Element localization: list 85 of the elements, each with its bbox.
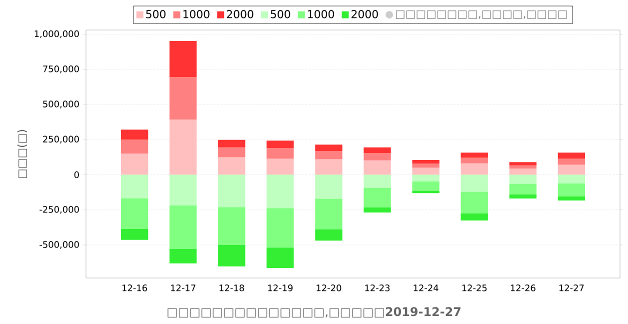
bar: [266, 158, 294, 175]
bar: [509, 168, 537, 175]
bar: [315, 150, 342, 160]
y-tick-label: 750,000: [43, 65, 79, 74]
bar: [412, 160, 440, 164]
bar: [558, 196, 586, 200]
bar: [266, 248, 294, 268]
bar: [412, 174, 440, 182]
text: □□□□□□□□□□□□□□,□□□□□2019-12-27: [168, 307, 461, 318]
bar: [170, 120, 197, 175]
y-tick-label: 250,000: [43, 136, 79, 144]
bar: [170, 205, 197, 250]
x-tick-label: 12-26: [510, 284, 536, 292]
bar: [460, 214, 488, 221]
bar: [266, 208, 294, 248]
y-tick-label: 1,000,000: [34, 30, 79, 38]
bar: [412, 181, 440, 191]
x-tick-label: 12-16: [122, 284, 148, 292]
bar: [364, 188, 391, 208]
bar: [120, 154, 148, 175]
x-tick-label: 12-23: [365, 284, 390, 292]
bar: [509, 184, 537, 194]
bar: [170, 249, 197, 264]
bar: [412, 164, 440, 168]
bar: [170, 40, 197, 78]
y-axis-title: □□□(□): [17, 130, 28, 178]
bar: [120, 228, 148, 240]
bar: [460, 192, 488, 214]
legend-label: 500: [146, 10, 166, 18]
y-tick-label: 500,000: [43, 100, 79, 108]
bar: [558, 164, 586, 175]
bar: [315, 229, 342, 241]
bar: [315, 198, 342, 230]
bar: [170, 77, 197, 120]
legend-label: 2000: [352, 10, 378, 18]
legend-label: 500: [270, 10, 290, 18]
bar: [364, 207, 391, 213]
bar: [558, 152, 586, 159]
bar: [509, 162, 537, 166]
bar: [509, 194, 537, 198]
bar: [266, 140, 294, 148]
bar: [315, 159, 342, 175]
bar: [266, 174, 294, 208]
legend-label: 1000: [308, 10, 334, 18]
bar: [460, 174, 488, 192]
bar: [218, 147, 246, 158]
bar: [412, 168, 440, 175]
bar: [558, 158, 586, 165]
x-tick-label: 12-27: [559, 284, 584, 292]
x-tick-label: 12-19: [268, 284, 293, 292]
legend-label: 2000: [226, 10, 254, 18]
x-tick-label: 12-20: [316, 284, 342, 292]
bar: [364, 147, 391, 153]
x-tick-label: 12-24: [414, 284, 438, 292]
x-tick-label: 12-18: [220, 284, 244, 292]
bar: [120, 174, 148, 198]
bar: [120, 140, 148, 154]
legend-label: 1000: [183, 10, 210, 18]
bar: [170, 174, 197, 206]
bar: [315, 144, 342, 151]
bar: [218, 174, 246, 208]
y-tick-label: 0: [74, 171, 79, 178]
x-tick-label: 12-25: [462, 284, 487, 292]
legend-label: □□□□□□□□,□□□□,□□□□: [396, 10, 567, 19]
bar: [120, 198, 148, 229]
bar: [460, 163, 488, 175]
bar: [558, 174, 586, 184]
y-tick-label: -250,000: [40, 206, 79, 214]
bar: [218, 140, 246, 148]
bar: [364, 152, 391, 160]
bar: [364, 174, 391, 188]
bar: [266, 148, 294, 159]
bar: [509, 174, 537, 184]
bar: [412, 190, 440, 194]
y-tick-label: -500,000: [40, 241, 79, 249]
x-tick-label: 12-17: [171, 284, 196, 292]
bar: [315, 174, 342, 199]
bar: [364, 160, 391, 175]
bar: [120, 130, 148, 140]
bar: [218, 244, 246, 266]
bar: [558, 183, 586, 197]
bar: [218, 157, 246, 175]
bar: [460, 158, 488, 164]
bar: [460, 152, 488, 158]
bar: [218, 207, 246, 245]
